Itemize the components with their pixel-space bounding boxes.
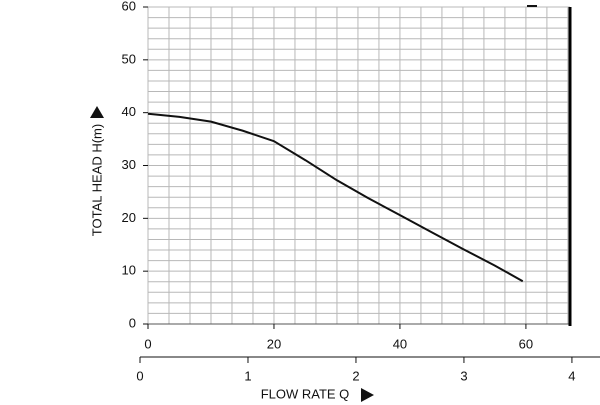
x-tick-label: 20: [267, 336, 281, 351]
y-tick-label: 50: [122, 51, 136, 66]
y-tick-label: 40: [122, 104, 136, 119]
x-tick-label: 40: [393, 336, 407, 351]
x2-tick-label: 2: [352, 368, 359, 383]
y-tick-label: 20: [122, 210, 136, 225]
y-tick-label: 0: [129, 315, 136, 330]
x-arrow: [361, 388, 374, 402]
y-tick-label: 60: [122, 0, 136, 13]
x2-tick-label: 4: [568, 368, 575, 383]
y-axis-label: TOTAL HEAD H(m): [89, 124, 104, 236]
curve: [147, 112, 524, 283]
y-tick-label: 10: [122, 263, 136, 278]
grid: [147, 6, 570, 325]
x-tick-label: 0: [144, 336, 151, 351]
x-axis-label: FLOW RATE Q: [261, 386, 350, 401]
x-tick-label: 60: [519, 336, 533, 351]
y-arrow: [90, 106, 104, 118]
x2-tick-label: 1: [244, 368, 251, 383]
x2-tick-label: 0: [136, 368, 143, 383]
y-tick-label: 30: [122, 157, 136, 172]
x2-tick-label: 3: [460, 368, 467, 383]
